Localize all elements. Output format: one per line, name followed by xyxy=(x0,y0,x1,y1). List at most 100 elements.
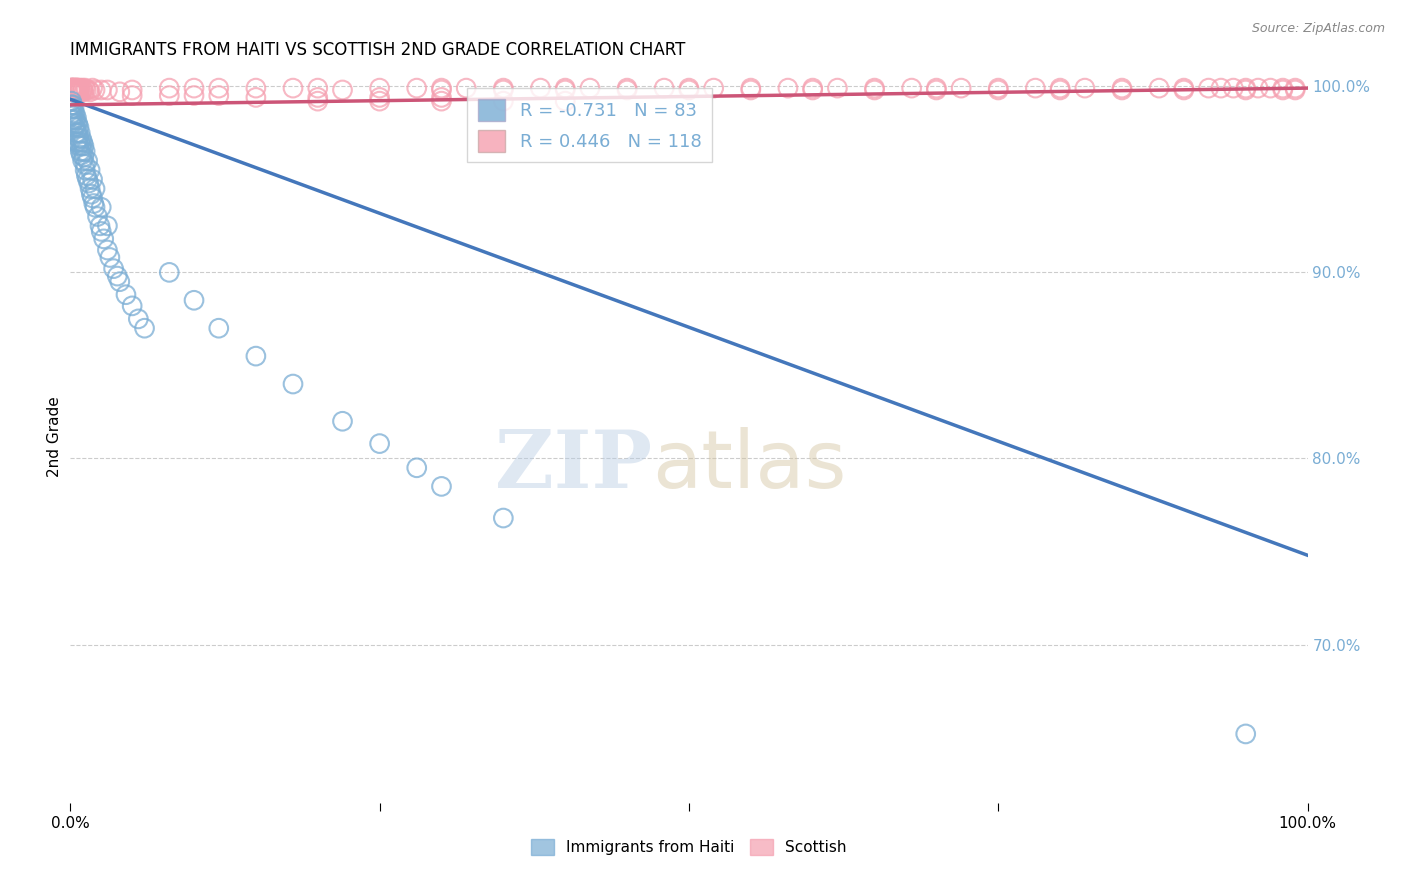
Point xyxy=(492,94,515,108)
Point xyxy=(492,83,515,97)
Point xyxy=(65,112,87,127)
Point xyxy=(307,81,329,95)
Point xyxy=(183,293,205,308)
Point xyxy=(62,85,84,99)
Point xyxy=(529,81,551,95)
Point xyxy=(76,172,98,186)
Point xyxy=(73,138,96,153)
Point xyxy=(863,81,886,95)
Point xyxy=(1024,81,1046,95)
Point xyxy=(108,275,131,289)
Point xyxy=(208,81,231,95)
Point xyxy=(98,251,121,265)
Point xyxy=(1247,81,1270,95)
Point xyxy=(79,85,101,99)
Point xyxy=(368,94,391,108)
Point xyxy=(62,81,84,95)
Point xyxy=(1198,81,1220,95)
Point xyxy=(84,181,107,195)
Point xyxy=(183,88,205,103)
Point xyxy=(89,219,111,233)
Point xyxy=(69,135,91,149)
Point xyxy=(678,83,700,97)
Point xyxy=(70,85,93,99)
Text: atlas: atlas xyxy=(652,427,846,506)
Point xyxy=(65,81,87,95)
Point xyxy=(554,81,576,95)
Point xyxy=(678,81,700,95)
Point xyxy=(93,232,115,246)
Point xyxy=(65,83,87,97)
Point xyxy=(69,83,91,97)
Point xyxy=(65,116,87,130)
Point xyxy=(579,81,602,95)
Point xyxy=(740,83,762,97)
Point xyxy=(1271,81,1294,95)
Point xyxy=(430,90,453,104)
Point xyxy=(62,83,84,97)
Point xyxy=(183,81,205,95)
Point xyxy=(1284,81,1306,95)
Point xyxy=(332,414,354,428)
Point xyxy=(90,224,112,238)
Point xyxy=(63,102,86,116)
Point xyxy=(1049,83,1071,97)
Point xyxy=(82,191,104,205)
Point xyxy=(70,148,93,162)
Point xyxy=(86,210,108,224)
Point xyxy=(66,81,89,95)
Text: Source: ZipAtlas.com: Source: ZipAtlas.com xyxy=(1251,22,1385,36)
Point xyxy=(63,85,86,99)
Point xyxy=(307,94,329,108)
Point xyxy=(245,349,267,363)
Text: ZIP: ZIP xyxy=(495,427,652,506)
Point xyxy=(75,157,97,171)
Point xyxy=(96,219,118,233)
Text: IMMIGRANTS FROM HAITI VS SCOTTISH 2ND GRADE CORRELATION CHART: IMMIGRANTS FROM HAITI VS SCOTTISH 2ND GR… xyxy=(70,41,686,59)
Point xyxy=(96,83,118,97)
Point xyxy=(157,81,180,95)
Point xyxy=(1111,83,1133,97)
Point xyxy=(430,83,453,97)
Point xyxy=(1234,727,1257,741)
Point xyxy=(1074,81,1097,95)
Point xyxy=(863,83,886,97)
Point xyxy=(66,116,89,130)
Point xyxy=(84,83,107,97)
Point xyxy=(65,111,87,125)
Point xyxy=(75,81,97,95)
Point xyxy=(96,243,118,257)
Point xyxy=(82,81,104,95)
Point xyxy=(1260,81,1282,95)
Point xyxy=(987,83,1010,97)
Point xyxy=(66,81,89,95)
Point xyxy=(63,105,86,120)
Point xyxy=(1147,81,1170,95)
Point xyxy=(65,85,87,99)
Point xyxy=(105,269,128,284)
Point xyxy=(554,83,576,97)
Point xyxy=(66,126,89,140)
Point xyxy=(703,81,725,95)
Point xyxy=(62,102,84,116)
Point xyxy=(157,88,180,103)
Point xyxy=(1222,81,1244,95)
Point xyxy=(75,83,97,97)
Point xyxy=(368,81,391,95)
Point xyxy=(65,120,87,135)
Point xyxy=(66,135,89,149)
Point xyxy=(63,83,86,97)
Point xyxy=(1173,83,1195,97)
Point xyxy=(1049,81,1071,95)
Point xyxy=(801,83,824,97)
Point xyxy=(121,299,143,313)
Point xyxy=(740,81,762,95)
Point xyxy=(103,261,125,276)
Point xyxy=(554,94,576,108)
Point xyxy=(62,98,84,112)
Point xyxy=(208,321,231,335)
Point xyxy=(281,377,304,392)
Point xyxy=(72,145,94,159)
Point xyxy=(67,85,90,99)
Point xyxy=(72,153,94,168)
